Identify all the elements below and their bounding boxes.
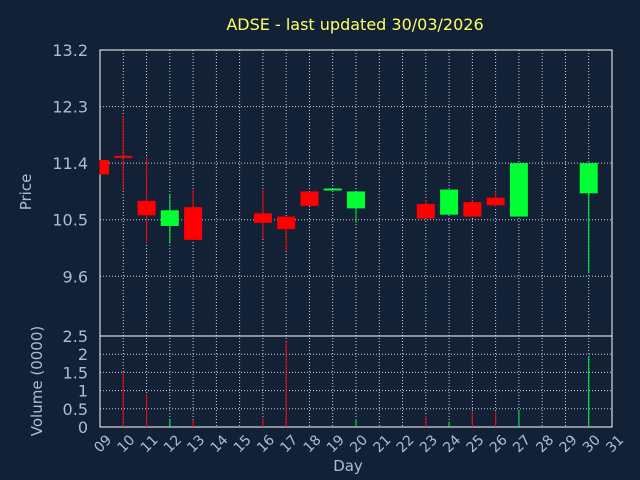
candle-body [579,163,598,194]
x-tick-label: 26 [487,432,511,456]
x-tick-label: 14 [208,432,232,456]
x-tick-label: 20 [347,432,371,456]
x-tick-label: 11 [138,432,162,456]
x-tick-label: 23 [417,432,441,456]
price-tick-label: 13.2 [52,41,88,60]
price-tick-label: 11.4 [52,154,88,173]
x-tick-label: 30 [580,432,604,456]
x-tick-label: 13 [184,432,208,456]
price-tick-label: 10.5 [52,211,88,230]
volume-tick-labels: 2.521.510.50 [63,327,88,437]
x-tick-label: 15 [231,432,255,456]
candle-body [300,191,319,206]
chart-title: ADSE - last updated 30/03/2026 [226,15,483,34]
candle-body [486,197,505,206]
x-tick-label: 27 [510,432,534,456]
volume-tick-label: 0 [78,418,88,437]
x-tick-label: 19 [324,432,348,456]
grid-lines [99,49,613,428]
x-tick-label: 10 [114,432,138,456]
x-tick-label: 21 [370,432,394,456]
volume-tick-label: 1.5 [63,363,88,382]
candle-body [184,207,203,240]
price-tick-label: 12.3 [52,98,88,117]
candle-body [440,189,459,215]
volume-axis-label: Volume (0000) [28,326,46,436]
candle-body [137,200,156,216]
volume-bars [122,341,590,427]
volume-tick-label: 2.5 [63,327,88,346]
volume-tick-label: 1 [78,382,88,401]
volume-tick-label: 2 [78,345,88,364]
price-tick-labels: 13.2 12.3 11.4 10.5 9.6 [52,41,88,286]
x-tick-label: 31 [603,432,627,456]
candle-body [416,204,435,219]
candle-body [100,160,109,175]
candle-body [277,216,296,230]
candle-body [463,202,482,217]
x-tick-label: 17 [277,432,301,456]
x-tick-label: 25 [464,432,488,456]
price-axis-label: Price [17,174,35,211]
x-tick-label: 29 [557,432,581,456]
x-tick-label: 09 [91,432,115,456]
candle-body [347,191,365,209]
x-tick-label: 18 [301,432,325,456]
volume-tick-label: 0.5 [63,400,88,419]
x-tick-label: 22 [394,432,418,456]
price-tick-label: 9.6 [63,267,88,286]
x-tick-label: 28 [533,432,557,456]
candlesticks [99,116,598,274]
x-tick-label: 16 [254,432,278,456]
x-tick-label: 12 [161,432,185,456]
x-tick-label: 24 [440,432,464,456]
candle-body [253,213,272,223]
candle-body [160,210,179,226]
candle-body [509,163,528,217]
x-axis-label: Day [333,457,363,475]
x-tick-labels: 09 10 11 12 13 14 15 16 17 18 19 20 21 22 23 24 25 26 27 28… [91,432,627,456]
